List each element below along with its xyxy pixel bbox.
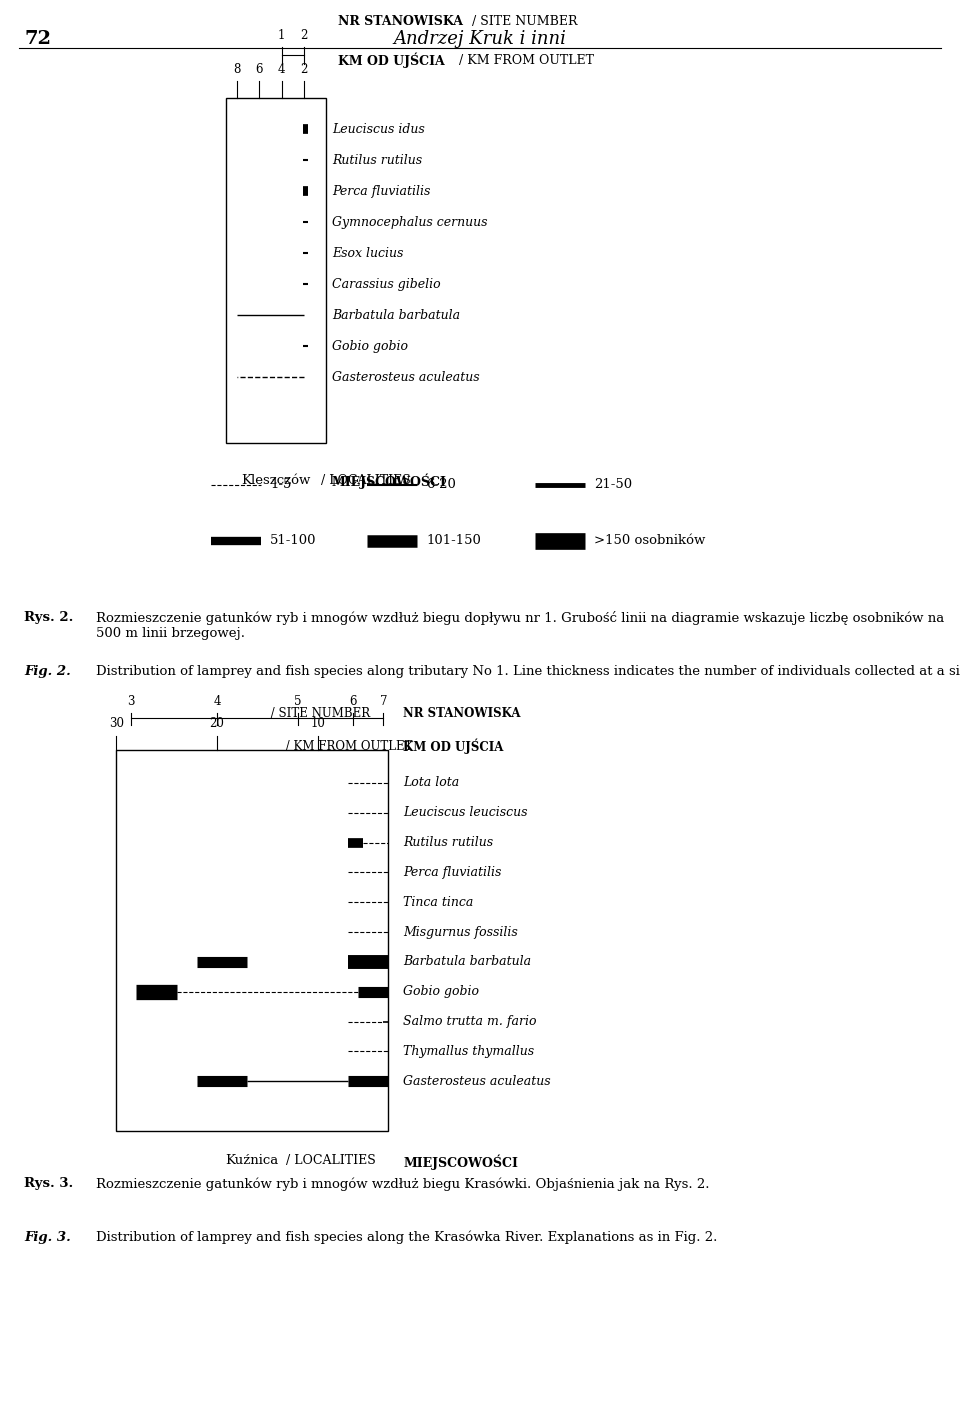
Text: Andrzej Kruk i inni: Andrzej Kruk i inni xyxy=(394,30,566,48)
Text: 51-100: 51-100 xyxy=(270,534,317,548)
Text: 6: 6 xyxy=(349,695,357,708)
Text: KM OD UJŚCIA: KM OD UJŚCIA xyxy=(403,739,504,754)
Text: Lota lota: Lota lota xyxy=(403,777,460,790)
Text: 7: 7 xyxy=(379,695,387,708)
Text: Gobio gobio: Gobio gobio xyxy=(403,985,479,999)
Text: 30: 30 xyxy=(108,717,124,729)
Text: 21-50: 21-50 xyxy=(594,478,633,492)
Text: 4: 4 xyxy=(277,63,285,76)
Text: Gasterosteus aculeatus: Gasterosteus aculeatus xyxy=(403,1075,551,1087)
Text: Distribution of lamprey and fish species along tributary No 1. Line thickness in: Distribution of lamprey and fish species… xyxy=(96,665,960,677)
Text: Leuciscus idus: Leuciscus idus xyxy=(332,122,424,136)
Text: Fig. 2.: Fig. 2. xyxy=(24,665,71,677)
Text: Leuciscus leuciscus: Leuciscus leuciscus xyxy=(403,806,528,819)
Text: Rozmieszczenie gatunków ryb i mnogów wzdłuż biegu dopływu nr 1. Grubość linii na: Rozmieszczenie gatunków ryb i mnogów wzd… xyxy=(96,611,945,641)
Text: Rys. 3.: Rys. 3. xyxy=(24,1177,73,1190)
Text: 4: 4 xyxy=(213,695,221,708)
Text: 72: 72 xyxy=(24,30,51,48)
Text: Barbatula barbatula: Barbatula barbatula xyxy=(332,309,460,322)
Text: / KM FROM OUTLET: / KM FROM OUTLET xyxy=(282,740,413,753)
Text: Rys. 2.: Rys. 2. xyxy=(24,611,73,624)
Text: Kuźnica: Kuźnica xyxy=(226,1155,278,1168)
Text: / LOCALITIES: / LOCALITIES xyxy=(282,1155,376,1168)
Text: NR STANOWISKA: NR STANOWISKA xyxy=(403,707,521,719)
Text: Misgurnus fossilis: Misgurnus fossilis xyxy=(403,926,518,939)
Text: KM OD UJŚCIA: KM OD UJŚCIA xyxy=(338,52,444,69)
Text: 5: 5 xyxy=(294,695,301,708)
Text: Kleszczów: Kleszczów xyxy=(241,473,311,486)
Text: 2: 2 xyxy=(300,63,308,76)
Text: Thymallus thymallus: Thymallus thymallus xyxy=(403,1045,535,1058)
Text: Gymnocephalus cernuus: Gymnocephalus cernuus xyxy=(332,216,488,229)
Text: 2: 2 xyxy=(300,28,308,42)
Text: Rutilus rutilus: Rutilus rutilus xyxy=(332,153,422,167)
Text: Barbatula barbatula: Barbatula barbatula xyxy=(403,955,532,968)
Text: NR STANOWISKA: NR STANOWISKA xyxy=(338,14,463,28)
Text: / SITE NUMBER: / SITE NUMBER xyxy=(267,707,371,719)
Text: 6: 6 xyxy=(255,63,263,76)
Text: 8: 8 xyxy=(233,63,241,76)
Text: Gobio gobio: Gobio gobio xyxy=(332,340,408,353)
Text: Rozmieszczenie gatunków ryb i mnogów wzdłuż biegu Krasówki. Objaśnienia jak na R: Rozmieszczenie gatunków ryb i mnogów wzd… xyxy=(96,1177,709,1191)
Text: >150 osobników: >150 osobników xyxy=(594,534,706,548)
Text: Tinca tinca: Tinca tinca xyxy=(403,896,474,909)
Text: Perca fluviatilis: Perca fluviatilis xyxy=(403,865,502,880)
Text: Fig. 3.: Fig. 3. xyxy=(24,1231,71,1243)
Text: Gasterosteus aculeatus: Gasterosteus aculeatus xyxy=(332,371,480,384)
Text: / LOCALITIES: / LOCALITIES xyxy=(318,473,411,486)
Text: 6-20: 6-20 xyxy=(426,478,456,492)
Text: Distribution of lamprey and fish species along the Krasówka River. Explanations : Distribution of lamprey and fish species… xyxy=(96,1231,717,1245)
Text: Salmo trutta m. fario: Salmo trutta m. fario xyxy=(403,1014,537,1028)
Text: / SITE NUMBER: / SITE NUMBER xyxy=(468,14,577,28)
Text: MIEJSCOWOŚCI: MIEJSCOWOŚCI xyxy=(332,473,446,489)
Text: 1-5: 1-5 xyxy=(270,478,292,492)
Text: Rutilus rutilus: Rutilus rutilus xyxy=(403,836,493,849)
Text: Esox lucius: Esox lucius xyxy=(332,247,403,260)
Text: 101-150: 101-150 xyxy=(426,534,481,548)
Text: 3: 3 xyxy=(128,695,135,708)
Text: 20: 20 xyxy=(209,717,225,729)
Text: Perca fluviatilis: Perca fluviatilis xyxy=(332,185,430,198)
Text: 1: 1 xyxy=(277,28,285,42)
Text: 10: 10 xyxy=(310,717,325,729)
Text: / KM FROM OUTLET: / KM FROM OUTLET xyxy=(455,53,594,67)
Text: MIEJSCOWOŚCI: MIEJSCOWOŚCI xyxy=(403,1155,518,1170)
Text: Carassius gibelio: Carassius gibelio xyxy=(332,278,441,291)
